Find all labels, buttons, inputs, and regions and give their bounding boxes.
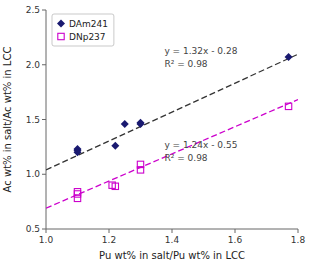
legend: DAm241 DNp237 [52,14,114,46]
annotation: y = 1.24x - 0.55 [164,140,237,150]
legend-marker [57,20,65,28]
y-tick [42,229,46,230]
x-tick-label: 1.0 [39,235,54,245]
x-tick-label: 1.6 [228,235,243,245]
point [111,142,119,150]
y-tick [42,174,46,175]
chart: 1.01.21.41.61.80.51.01.52.02.5Pu wt% in … [0,0,310,265]
y-tick [42,119,46,120]
y-tick-label: 2.5 [26,5,40,15]
x-tick [109,229,110,233]
point [285,53,293,61]
x-tick [46,229,47,233]
plot-area [46,53,298,208]
point [74,195,80,201]
x-tick-label: 1.2 [102,235,116,245]
x-tick [235,229,236,233]
x-tick [172,229,173,233]
point [137,119,145,127]
y-axis-label: Ac wt% in salt/Ac wt% in LCC [2,47,13,193]
point [121,120,129,128]
x-tick [298,229,299,233]
annotation: R² = 0.98 [164,153,207,163]
legend-marker [58,33,64,39]
y-tick [42,64,46,65]
legend-label: DAm241 [69,19,108,29]
point [137,161,143,167]
point [74,191,80,197]
point [285,103,291,109]
annotation: y = 1.32x - 0.28 [164,46,237,56]
y-tick-label: 1.0 [26,169,41,179]
point [112,183,118,189]
x-axis-label: Pu wt% in salt/Pu wt% in LCC [99,250,245,261]
trend-line [46,54,298,170]
y-tick-label: 1.5 [26,115,40,125]
legend-box [52,14,114,46]
legend-label: DNp237 [69,32,106,42]
point [74,189,80,195]
annotation: R² = 0.98 [164,59,207,69]
x-tick-label: 1.4 [165,235,180,245]
x-tick-label: 1.8 [291,235,306,245]
trend-line [46,100,298,209]
y-tick-label: 0.5 [26,224,40,234]
y-tick [42,10,46,11]
y-tick-label: 2.0 [26,60,41,70]
point [74,148,82,156]
